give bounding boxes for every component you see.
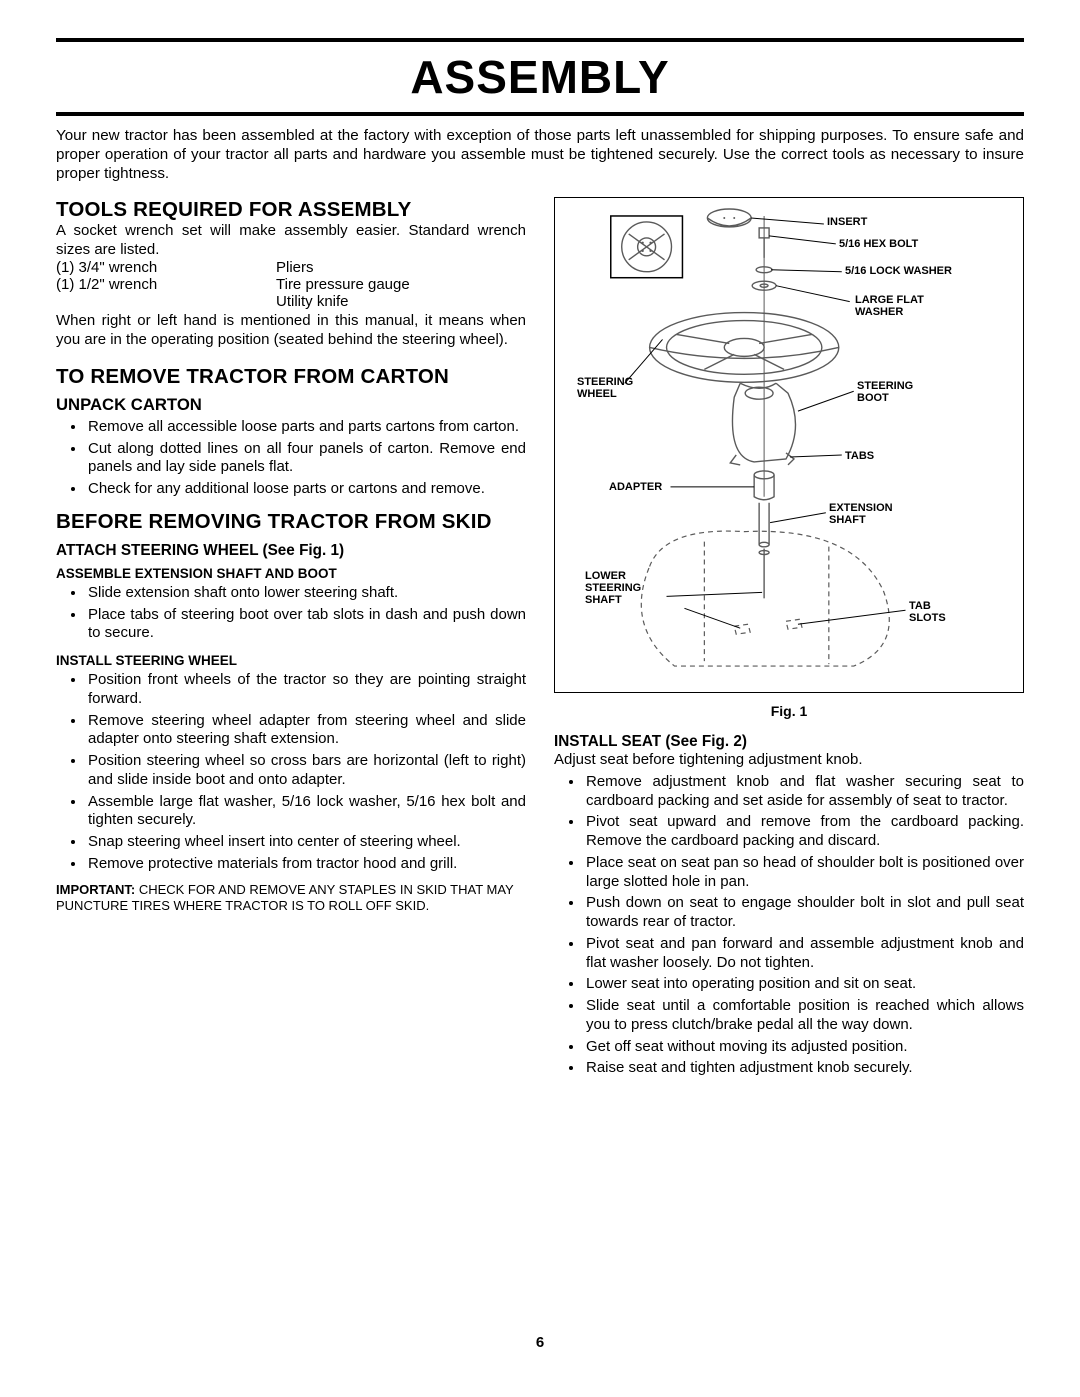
two-column-layout: TOOLS REQUIRED FOR ASSEMBLY A socket wre… [56, 197, 1024, 1078]
label-flat-washer-2: WASHER [855, 306, 903, 318]
figure-1-caption: Fig. 1 [554, 703, 1024, 719]
tool-row-2: (1) 1/2" wrench Tire pressure gauge [56, 276, 526, 293]
tool-item: Utility knife [276, 293, 349, 310]
left-column: TOOLS REQUIRED FOR ASSEMBLY A socket wre… [56, 197, 526, 1078]
list-item: Pivot seat and pan forward and assemble … [584, 935, 1024, 973]
label-adapter: ADAPTER [609, 481, 662, 493]
tool-item: (1) 1/2" wrench [56, 276, 276, 293]
list-item: Cut along dotted lines on all four panel… [86, 440, 526, 478]
label-tab-slots-1: TAB [909, 600, 931, 612]
figure-1: INSERT 5/16 HEX BOLT 5/16 LOCK WASHER LA… [554, 197, 1024, 693]
install-wheel-heading: INSTALL STEERING WHEEL [56, 653, 526, 668]
label-steering-wheel-2: WHEEL [577, 388, 617, 400]
remove-heading: TO REMOVE TRACTOR FROM CARTON [56, 366, 526, 389]
tool-row-1: (1) 3/4" wrench Pliers [56, 259, 526, 276]
assemble-ext-list: Slide extension shaft onto lower steerin… [56, 584, 526, 643]
install-seat-list: Remove adjustment knob and flat washer s… [554, 773, 1024, 1078]
figure-1-svg [555, 198, 1023, 692]
label-tab-slots-2: SLOTS [909, 612, 946, 624]
label-ext-shaft-1: EXTENSION [829, 502, 893, 514]
label-lock-washer: 5/16 LOCK WASHER [845, 265, 952, 277]
list-item: Pivot seat upward and remove from the ca… [584, 813, 1024, 851]
list-item: Snap steering wheel insert into center o… [86, 833, 526, 852]
tools-note: When right or left hand is mentioned in … [56, 312, 526, 350]
tool-row-3: Utility knife [56, 293, 526, 310]
before-heading: BEFORE REMOVING TRACTOR FROM SKID [56, 511, 526, 534]
list-item: Slide seat until a comfortable position … [584, 997, 1024, 1035]
install-seat-heading: INSTALL SEAT (See Fig. 2) [554, 733, 1024, 751]
tool-item: (1) 3/4" wrench [56, 259, 276, 276]
list-item: Remove adjustment knob and flat washer s… [584, 773, 1024, 811]
page-title: ASSEMBLY [56, 50, 1024, 104]
intro-paragraph: Your new tractor has been assembled at t… [56, 126, 1024, 183]
tool-item: Pliers [276, 259, 314, 276]
label-lower-1: LOWER [585, 570, 626, 582]
list-item: Remove all accessible loose parts and pa… [86, 418, 526, 437]
list-item: Lower seat into operating position and s… [584, 975, 1024, 994]
label-tabs: TABS [845, 450, 874, 462]
tool-item: Tire pressure gauge [276, 276, 410, 293]
label-steering-boot-1: STEERING [857, 380, 913, 392]
attach-heading: ATTACH STEERING WHEEL (See Fig. 1) [56, 542, 526, 560]
install-wheel-list: Position front wheels of the tractor so … [56, 671, 526, 874]
install-seat-intro: Adjust seat before tightening adjustment… [554, 751, 1024, 770]
label-steering-boot-2: BOOT [857, 392, 889, 404]
unpack-heading: UNPACK CARTON [56, 395, 526, 415]
label-hex-bolt: 5/16 HEX BOLT [839, 238, 918, 250]
important-label: IMPORTANT: [56, 882, 135, 897]
page-number: 6 [0, 1334, 1080, 1351]
important-note: IMPORTANT: CHECK FOR AND REMOVE ANY STAP… [56, 882, 526, 915]
list-item: Place seat on seat pan so head of should… [584, 854, 1024, 892]
list-item: Remove protective materials from tractor… [86, 855, 526, 874]
unpack-list: Remove all accessible loose parts and pa… [56, 418, 526, 499]
list-item: Slide extension shaft onto lower steerin… [86, 584, 526, 603]
list-item: Get off seat without moving its adjusted… [584, 1038, 1024, 1057]
tools-heading: TOOLS REQUIRED FOR ASSEMBLY [56, 199, 526, 222]
label-lower-3: SHAFT [585, 594, 622, 606]
list-item: Position front wheels of the tractor so … [86, 671, 526, 709]
list-item: Check for any additional loose parts or … [86, 480, 526, 499]
list-item: Remove steering wheel adapter from steer… [86, 712, 526, 750]
list-item: Assemble large flat washer, 5/16 lock wa… [86, 793, 526, 831]
assemble-ext-heading: ASSEMBLE EXTENSION SHAFT AND BOOT [56, 566, 526, 581]
list-item: Position steering wheel so cross bars ar… [86, 752, 526, 790]
label-insert: INSERT [827, 216, 867, 228]
right-column: INSERT 5/16 HEX BOLT 5/16 LOCK WASHER LA… [554, 197, 1024, 1078]
top-rule [56, 38, 1024, 42]
title-rule [56, 112, 1024, 116]
label-flat-washer-1: LARGE FLAT [855, 294, 924, 306]
list-item: Push down on seat to engage shoulder bol… [584, 894, 1024, 932]
label-ext-shaft-2: SHAFT [829, 514, 866, 526]
label-steering-wheel-1: STEERING [577, 376, 633, 388]
tools-intro: A socket wrench set will make assembly e… [56, 222, 526, 260]
list-item: Place tabs of steering boot over tab slo… [86, 606, 526, 644]
label-lower-2: STEERING [585, 582, 641, 594]
list-item: Raise seat and tighten adjustment knob s… [584, 1059, 1024, 1078]
